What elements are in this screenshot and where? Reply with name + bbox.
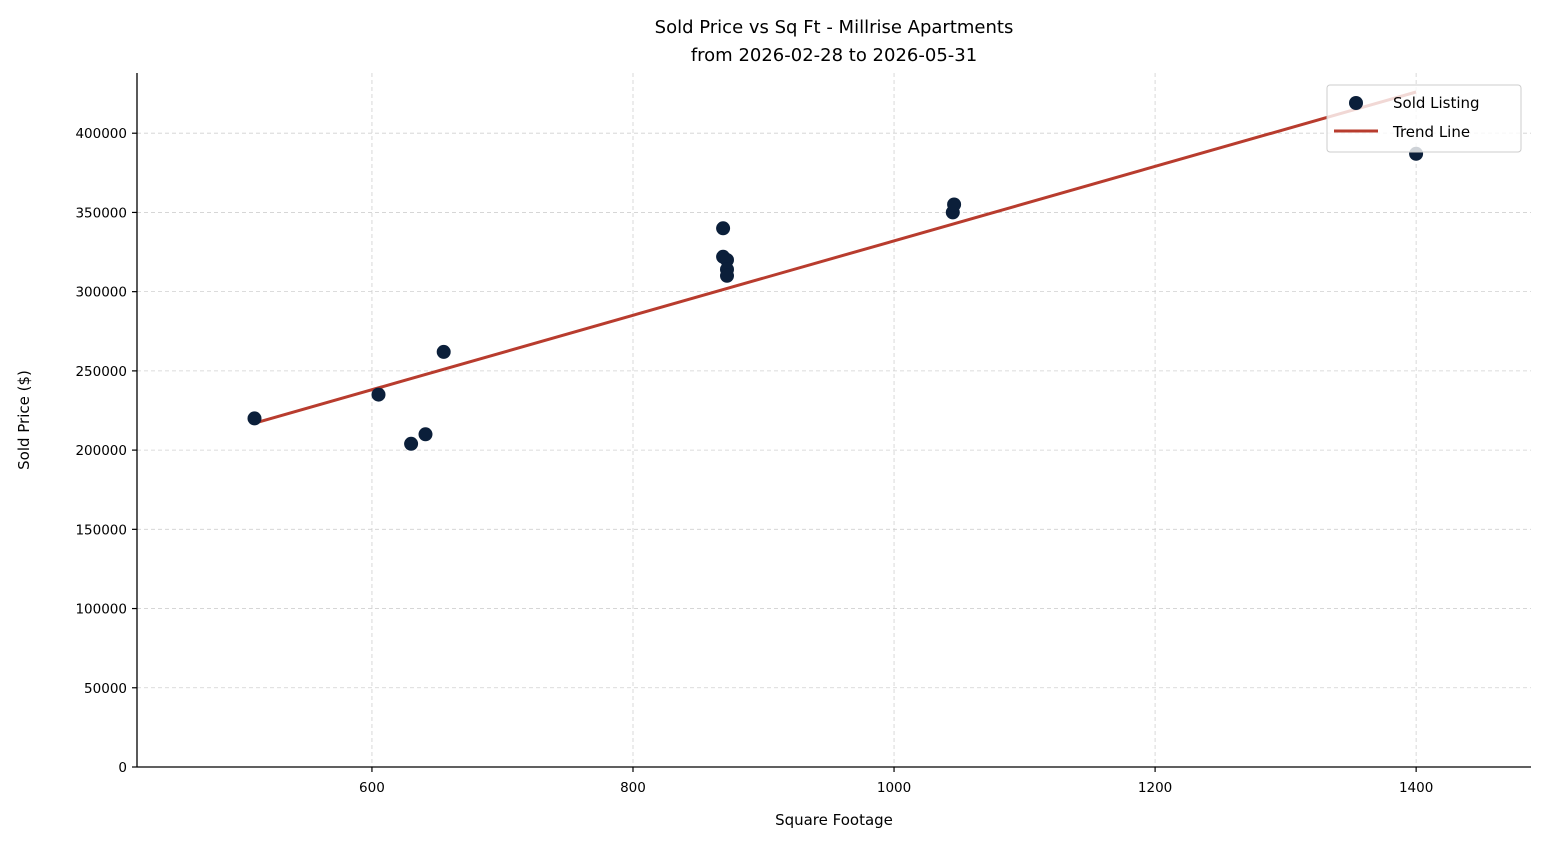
data-point — [436, 344, 451, 359]
x-tick-label: 1200 — [1138, 780, 1172, 796]
data-point — [947, 197, 962, 212]
y-tick-label: 100000 — [75, 602, 127, 618]
y-tick-label: 250000 — [75, 364, 127, 380]
y-tick-label: 350000 — [75, 205, 127, 221]
legend: Sold Listing Trend Line — [1326, 84, 1522, 153]
grid-lines — [137, 73, 1531, 767]
y-axis-ticks: 0 50000 100000 150000 200000 250000 300000 3500… — [75, 126, 137, 776]
legend-label-trend-line: Trend Line — [1392, 123, 1470, 141]
x-axis-label: Square Footage — [775, 811, 893, 829]
legend-label-sold-listing: Sold Listing — [1393, 94, 1480, 112]
x-tick-label: 800 — [620, 780, 646, 796]
data-point — [716, 221, 731, 236]
data-point — [720, 268, 734, 283]
y-tick-label: 200000 — [75, 443, 127, 459]
data-point — [247, 411, 262, 426]
data-point — [404, 436, 419, 451]
x-axis-ticks: 600 800 1000 1200 1400 — [359, 767, 1433, 796]
legend-box — [1326, 84, 1522, 153]
data-point — [371, 387, 386, 402]
y-tick-label: 50000 — [84, 681, 127, 697]
trend-line-layer — [254, 90, 1417, 425]
chart-subtitle: from 2026-02-28 to 2026-05-31 — [691, 45, 977, 66]
y-tick-label: 400000 — [75, 126, 127, 142]
trend-line — [254, 90, 1417, 425]
data-point — [418, 427, 433, 442]
x-tick-label: 1000 — [877, 780, 911, 796]
y-tick-label: 150000 — [75, 522, 127, 538]
y-axis-label: Sold Price ($) — [15, 370, 33, 470]
x-tick-label: 1400 — [1399, 780, 1433, 796]
legend-marker-sold-listing — [1349, 96, 1363, 110]
y-tick-label: 300000 — [75, 285, 127, 301]
chart-title: Sold Price vs Sq Ft - Millrise Apartment… — [655, 17, 1014, 38]
y-tick-label: 0 — [118, 760, 127, 776]
x-tick-label: 600 — [359, 780, 385, 796]
